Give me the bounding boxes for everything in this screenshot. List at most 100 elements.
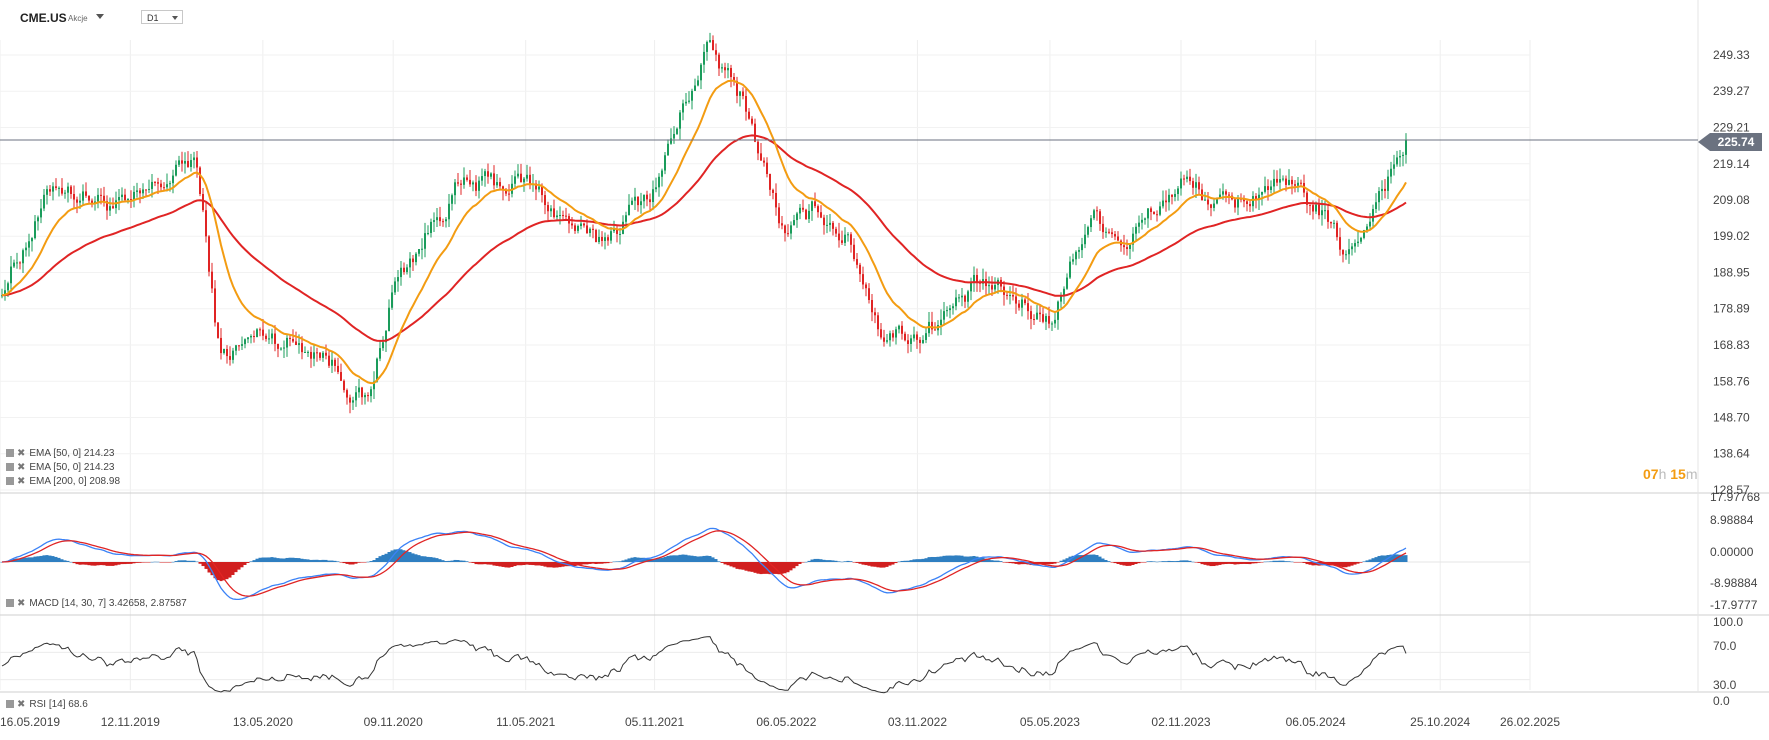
indicator-legend-ema50-b[interactable]: ✖ EMA [50, 0] 214.23 bbox=[6, 462, 114, 473]
macd-hist-bar bbox=[1398, 554, 1402, 562]
candle-body bbox=[1321, 210, 1323, 216]
macd-hist-bar bbox=[150, 561, 154, 563]
macd-hist-bar bbox=[501, 562, 505, 567]
macd-hist-bar bbox=[45, 555, 49, 562]
symbol-name[interactable]: CME.US bbox=[20, 11, 67, 25]
candle-body bbox=[697, 80, 699, 86]
candle-body bbox=[94, 201, 96, 204]
macd-hist-bar bbox=[348, 562, 352, 565]
close-icon[interactable]: ✖ bbox=[17, 699, 26, 710]
close-icon[interactable]: ✖ bbox=[17, 476, 26, 487]
macd-hist-bar bbox=[567, 562, 571, 567]
rsi-tick-label: 0.0 bbox=[1713, 694, 1730, 708]
candle-body bbox=[37, 217, 39, 222]
rsi-panel[interactable] bbox=[0, 636, 1530, 694]
candle-body bbox=[628, 204, 630, 216]
symbol-dropdown-icon[interactable] bbox=[96, 14, 104, 19]
candle-body bbox=[616, 228, 618, 234]
indicator-legend-ema50-a[interactable]: ✖ EMA [50, 0] 214.23 bbox=[6, 448, 114, 459]
macd-hist-bar bbox=[483, 562, 487, 565]
candle-body bbox=[931, 321, 933, 330]
indicator-legend-ema200[interactable]: ✖ EMA [200, 0] 208.98 bbox=[6, 476, 120, 487]
macd-hist-bar bbox=[750, 562, 754, 572]
candle-body bbox=[1318, 204, 1320, 216]
macd-hist-bar bbox=[1341, 562, 1345, 568]
macd-hist-bar bbox=[54, 556, 58, 562]
candle-body bbox=[187, 160, 189, 167]
close-icon[interactable]: ✖ bbox=[17, 448, 26, 459]
candle-body bbox=[1333, 222, 1335, 224]
macd-hist-bar bbox=[618, 561, 622, 562]
candle-body bbox=[385, 330, 387, 343]
indicator-settings-icon[interactable] bbox=[6, 599, 14, 607]
candle-body bbox=[1066, 277, 1068, 289]
macd-hist-bar bbox=[984, 558, 988, 562]
candle-body bbox=[934, 329, 936, 331]
macd-hist-bar bbox=[135, 562, 139, 563]
macd-hist-bar bbox=[1272, 560, 1276, 562]
macd-hist-bar bbox=[411, 553, 415, 562]
macd-hist-bar bbox=[441, 560, 445, 562]
candle-body bbox=[484, 171, 486, 177]
macd-hist-bar bbox=[198, 562, 202, 564]
macd-hist-bar bbox=[1257, 562, 1261, 563]
macd-hist-bar bbox=[57, 557, 61, 562]
macd-hist-bar bbox=[1161, 561, 1165, 562]
indicator-settings-icon[interactable] bbox=[6, 700, 14, 708]
date-tick-label: 11.05.2021 bbox=[496, 715, 555, 729]
candle-body bbox=[715, 50, 717, 55]
candle-body bbox=[112, 206, 114, 209]
price-panel[interactable] bbox=[0, 32, 1698, 414]
candle-body bbox=[1198, 182, 1200, 190]
candle-body bbox=[1159, 206, 1161, 215]
date-tick-label: 06.05.2022 bbox=[756, 715, 816, 729]
candle-body bbox=[19, 262, 21, 264]
macd-hist-bar bbox=[585, 562, 589, 565]
candle-body bbox=[664, 155, 666, 171]
macd-hist-bar bbox=[369, 561, 373, 562]
candle-body bbox=[1393, 164, 1395, 169]
macd-panel[interactable] bbox=[0, 527, 1530, 601]
candle-body bbox=[1072, 259, 1074, 262]
indicator-legend-rsi[interactable]: ✖ RSI [14] 68.6 bbox=[6, 699, 88, 710]
macd-hist-bar bbox=[282, 558, 286, 562]
indicator-settings-icon[interactable] bbox=[6, 477, 14, 485]
candle-body bbox=[1381, 188, 1383, 192]
candle-body bbox=[739, 91, 741, 96]
timeframe-select[interactable]: D1 bbox=[141, 10, 183, 24]
candle-body bbox=[181, 160, 183, 164]
macd-hist-bar bbox=[285, 557, 289, 562]
countdown-hours-unit: h bbox=[1658, 466, 1667, 482]
close-icon[interactable]: ✖ bbox=[17, 598, 26, 609]
macd-hist-bar bbox=[609, 562, 613, 563]
candle-body bbox=[448, 203, 450, 220]
indicator-label: EMA [50, 0] 214.23 bbox=[29, 462, 115, 473]
candle-body bbox=[1345, 254, 1347, 256]
candle-body bbox=[913, 334, 915, 339]
macd-hist-bar bbox=[678, 554, 682, 562]
candle-body bbox=[775, 192, 777, 208]
candle-body bbox=[1039, 312, 1041, 315]
candle-body bbox=[46, 189, 48, 195]
close-icon[interactable]: ✖ bbox=[17, 462, 26, 473]
indicator-settings-icon[interactable] bbox=[6, 463, 14, 471]
macd-hist-bar bbox=[663, 556, 667, 562]
candle-body bbox=[1141, 219, 1143, 223]
macd-hist-bar bbox=[723, 562, 727, 565]
candle-body bbox=[331, 359, 333, 366]
candle-body bbox=[1147, 208, 1149, 219]
indicator-legend-macd[interactable]: ✖ MACD [14, 30, 7] 3.42658, 2.87587 bbox=[6, 598, 187, 609]
candle-body bbox=[595, 229, 597, 243]
macd-hist-bar bbox=[561, 562, 565, 567]
macd-hist-bar bbox=[627, 558, 631, 562]
macd-hist-bar bbox=[1293, 562, 1297, 563]
candle-body bbox=[253, 336, 255, 338]
candle-body bbox=[754, 123, 756, 142]
macd-hist-bar bbox=[885, 562, 889, 567]
candle-body bbox=[280, 348, 282, 350]
indicator-settings-icon[interactable] bbox=[6, 449, 14, 457]
candle-body bbox=[1012, 295, 1014, 297]
candle-body bbox=[1018, 303, 1020, 308]
macd-hist-bar bbox=[531, 562, 535, 566]
